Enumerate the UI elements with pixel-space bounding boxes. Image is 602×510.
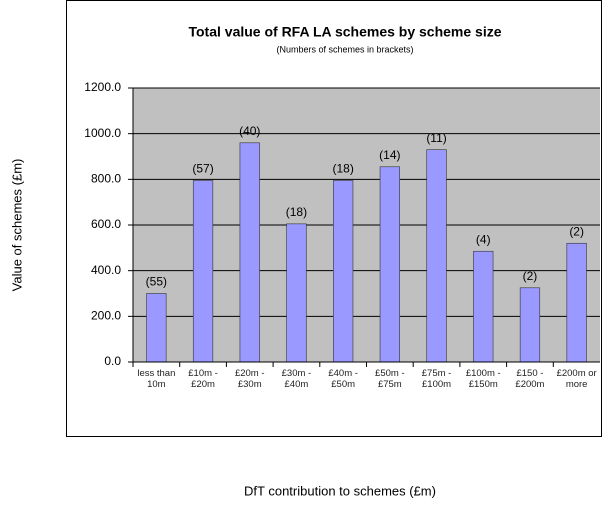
- bar: [286, 223, 307, 363]
- x-tick-label: £20m - £30m: [234, 368, 265, 390]
- bar: [473, 250, 494, 363]
- bar: [333, 180, 354, 363]
- x-tick-label: £30m - £40m: [281, 368, 312, 390]
- x-axis-title: DfT contribution to schemes (£m): [244, 483, 436, 498]
- bar-annotation: (2): [569, 224, 584, 238]
- bar-annotation: (55): [146, 275, 167, 289]
- x-tick-label: £200m or more: [556, 368, 597, 390]
- bar: [192, 180, 214, 363]
- y-tick-label: 800.0: [91, 172, 121, 186]
- bar-annotation: (40): [239, 124, 260, 138]
- y-tick-label: 600.0: [91, 217, 121, 231]
- bar-annotation: (11): [426, 131, 446, 145]
- y-tick-label: 1200.0: [84, 80, 121, 94]
- bar: [146, 293, 167, 363]
- x-tick-label: £75m - £100m: [421, 368, 452, 390]
- x-tick-label: £150 - £200m: [515, 368, 545, 390]
- x-tick-label: £40m - £50m: [328, 368, 358, 390]
- bar: [426, 149, 447, 363]
- bar-annotation: (18): [286, 205, 307, 219]
- bar-annotation: (57): [192, 162, 213, 176]
- y-tick-label: 0.0: [104, 354, 121, 368]
- bar-annotation: (14): [379, 148, 400, 162]
- bar: [519, 287, 541, 363]
- chart-title: Total value of RFA LA schemes by scheme …: [188, 24, 501, 40]
- y-tick-label: 200.0: [91, 309, 121, 323]
- bar-annotation: (4): [476, 232, 491, 246]
- x-tick-label: less than 10m: [137, 368, 176, 390]
- bar-annotation: (18): [332, 162, 353, 176]
- x-tick-label: £100m - £150m: [465, 368, 501, 390]
- y-tick-label: 1000.0: [84, 126, 121, 140]
- chart-subtitle: (Numbers of schemes in brackets): [276, 44, 413, 54]
- bar-annotation: (2): [523, 269, 538, 283]
- x-tick-label: £10m - £20m: [188, 368, 218, 390]
- y-axis-title: Value of schemes (£m): [9, 159, 24, 292]
- bar: [566, 242, 587, 363]
- y-tick-label: 400.0: [91, 263, 121, 277]
- bar: [239, 142, 260, 363]
- x-tick-label: £50m - £75m: [375, 368, 405, 390]
- bar: [379, 166, 400, 363]
